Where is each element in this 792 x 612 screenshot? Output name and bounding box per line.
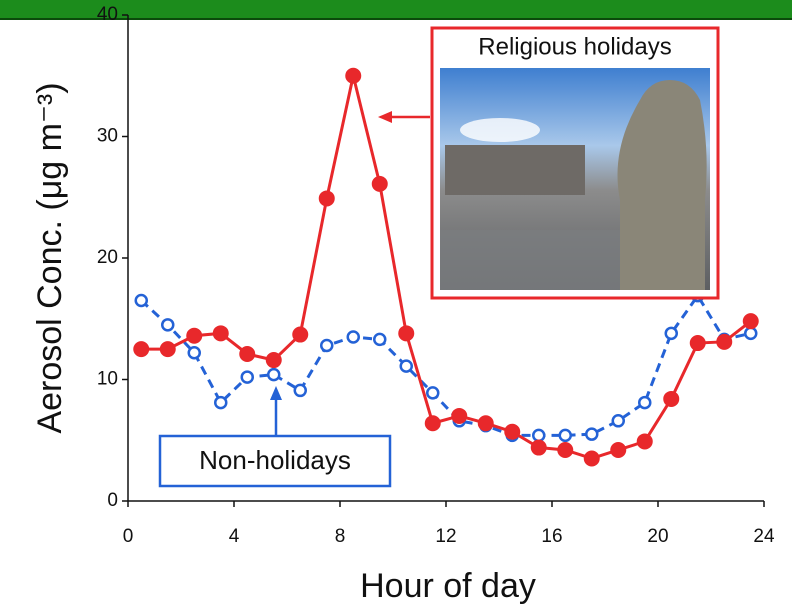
y-tick-label: 0 [107, 490, 118, 511]
data-point [320, 338, 334, 353]
data-point [161, 318, 175, 332]
photo-building [445, 145, 585, 195]
y-tick-label: 10 [97, 369, 118, 390]
nonholiday-annotation: Non-holidays [158, 386, 392, 488]
photo-ground [440, 230, 620, 290]
data-point [318, 190, 335, 207]
arrow-head [378, 111, 392, 123]
x-tick-label: 8 [335, 526, 346, 547]
data-point [398, 325, 415, 342]
data-point [477, 415, 494, 432]
data-point [557, 441, 574, 458]
data-point [292, 326, 309, 343]
y-tick-label: 40 [97, 4, 118, 25]
data-point [664, 326, 678, 341]
data-point [186, 327, 203, 344]
data-point [689, 335, 706, 352]
data-point [373, 332, 387, 347]
y-tick-label: 20 [97, 247, 118, 268]
x-axis-label: Hour of day [360, 567, 536, 605]
data-point [159, 341, 176, 358]
annotation-label: Non-holidays [199, 445, 351, 475]
data-point [187, 346, 201, 360]
data-point [610, 441, 627, 458]
data-point [424, 415, 441, 432]
x-tick-label: 20 [647, 526, 668, 547]
plot-area [133, 67, 759, 467]
annotation-box [158, 434, 392, 488]
data-point [585, 427, 599, 441]
data-point [265, 352, 282, 369]
data-point [346, 330, 360, 344]
data-point [293, 383, 307, 398]
arrow-head [270, 386, 282, 400]
data-point [638, 395, 652, 410]
data-point [345, 67, 362, 84]
x-tick-label: 12 [435, 526, 456, 547]
series-line [140, 292, 752, 437]
data-point [716, 333, 733, 350]
data-point [239, 345, 256, 362]
data-point [744, 326, 758, 341]
x-tick-label: 4 [229, 526, 240, 547]
data-point [426, 386, 440, 400]
header-rule [0, 18, 792, 20]
data-point [240, 370, 254, 384]
data-point [371, 175, 388, 192]
x-tick-label: 16 [541, 526, 562, 547]
y-tick-label: 30 [97, 126, 118, 147]
x-tick-label: 24 [753, 526, 775, 547]
data-point [267, 367, 281, 382]
data-point [214, 395, 228, 410]
photo-stupa [617, 80, 707, 290]
data-point [532, 428, 546, 443]
data-point [636, 433, 653, 450]
data-point [134, 293, 148, 308]
data-point [212, 325, 229, 342]
annotation-label: Religious holidays [478, 33, 671, 60]
data-point [583, 450, 600, 467]
data-point [611, 414, 625, 428]
data-point [530, 439, 547, 456]
data-point [663, 390, 680, 407]
data-point [558, 428, 572, 443]
header-band [0, 0, 792, 18]
photo-annotation: Religious holidays [378, 26, 720, 300]
y-axis-label: Aerosol Conc. (μg m⁻³) [31, 82, 69, 433]
data-point [399, 359, 413, 373]
data-point [133, 341, 150, 358]
data-point [504, 423, 521, 440]
data-point [742, 313, 759, 330]
axes: 0 10 20 30 40 0 4 8 12 16 20 24 [97, 4, 775, 547]
data-point [451, 407, 468, 424]
x-tick-label: 0 [123, 526, 134, 547]
photo-cloud [460, 118, 540, 142]
